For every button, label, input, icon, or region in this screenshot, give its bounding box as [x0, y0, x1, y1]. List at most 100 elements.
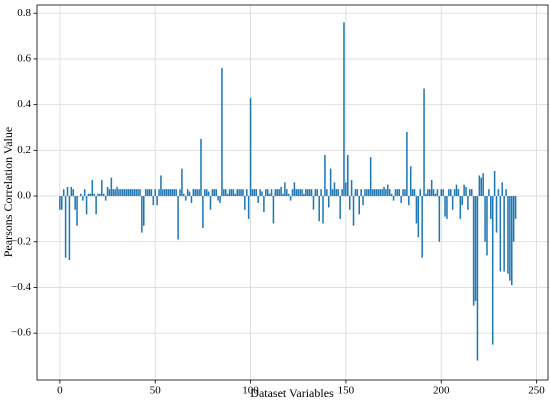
bar [495, 196, 498, 233]
bar [413, 189, 416, 197]
bar [308, 189, 311, 197]
bar [226, 193, 229, 197]
bar [457, 189, 460, 197]
bar [312, 196, 315, 210]
bar [388, 189, 391, 197]
bar [366, 189, 368, 197]
bar [133, 189, 136, 197]
bar [286, 189, 288, 197]
bar [455, 184, 458, 197]
bar [394, 189, 397, 197]
bar [503, 196, 505, 272]
bar [284, 182, 286, 197]
bar [373, 189, 376, 197]
bar [425, 193, 427, 197]
bar [434, 193, 437, 197]
bar [461, 196, 463, 206]
bar [247, 196, 250, 219]
bar [289, 196, 292, 201]
bar [297, 189, 299, 197]
bar [268, 193, 271, 197]
bar [211, 189, 214, 197]
bar [101, 180, 103, 197]
bar [476, 196, 479, 361]
bar [70, 186, 73, 197]
bar [204, 189, 206, 197]
bar [154, 189, 156, 197]
bar [488, 189, 490, 197]
bar [152, 196, 155, 206]
bar [318, 196, 320, 222]
bar [409, 166, 412, 197]
bar [137, 189, 139, 197]
bar [381, 189, 383, 197]
bar [249, 97, 252, 197]
bar [219, 196, 221, 203]
bar [163, 189, 166, 197]
bar [225, 189, 227, 197]
bar [490, 196, 492, 219]
x-tick-label: 100 [242, 385, 259, 397]
bar [442, 189, 444, 197]
bar [240, 189, 242, 197]
bar [205, 189, 208, 197]
bar [116, 186, 118, 197]
bar [270, 189, 273, 197]
bar [91, 180, 94, 197]
bar [282, 193, 284, 197]
bar [217, 196, 219, 201]
bar [350, 180, 353, 197]
bar [295, 189, 298, 197]
bar [491, 196, 494, 345]
bar [514, 196, 517, 219]
bar [291, 189, 294, 197]
bar [509, 196, 511, 281]
bar [150, 189, 153, 197]
bar [81, 196, 84, 201]
bar [430, 180, 433, 197]
bar [255, 189, 258, 197]
bar [61, 196, 63, 210]
bar [179, 189, 181, 197]
bar [274, 189, 277, 197]
bar [198, 189, 200, 197]
bar [143, 196, 145, 226]
bar [207, 191, 210, 197]
bar [114, 189, 116, 197]
y-tick-label: −0.4 [11, 281, 31, 293]
bar [171, 189, 174, 197]
bar [104, 196, 107, 201]
bar [507, 196, 509, 274]
bar [306, 189, 309, 197]
bar [324, 154, 326, 197]
bar [202, 196, 204, 229]
x-tick-label: 0 [57, 385, 63, 397]
bar [148, 189, 151, 197]
bar [449, 189, 452, 197]
bar [310, 189, 313, 197]
bar [440, 189, 442, 197]
bar [484, 196, 486, 242]
bar [76, 196, 78, 226]
bar [480, 177, 483, 197]
bar [432, 189, 435, 197]
bar [209, 196, 212, 210]
bar [278, 189, 280, 197]
bar [194, 189, 197, 197]
bar [327, 196, 330, 208]
bar [196, 189, 198, 197]
bar [451, 196, 454, 210]
bar [257, 196, 259, 203]
bar [265, 189, 267, 197]
bar [192, 189, 195, 197]
bar [139, 189, 141, 197]
bar [474, 196, 477, 302]
bar [368, 189, 370, 197]
bar [245, 189, 248, 197]
bar [316, 189, 319, 197]
y-tick-label: 0.6 [17, 52, 31, 64]
bar [459, 196, 462, 219]
bar [190, 196, 193, 203]
bar [375, 189, 378, 197]
bar [97, 193, 99, 197]
